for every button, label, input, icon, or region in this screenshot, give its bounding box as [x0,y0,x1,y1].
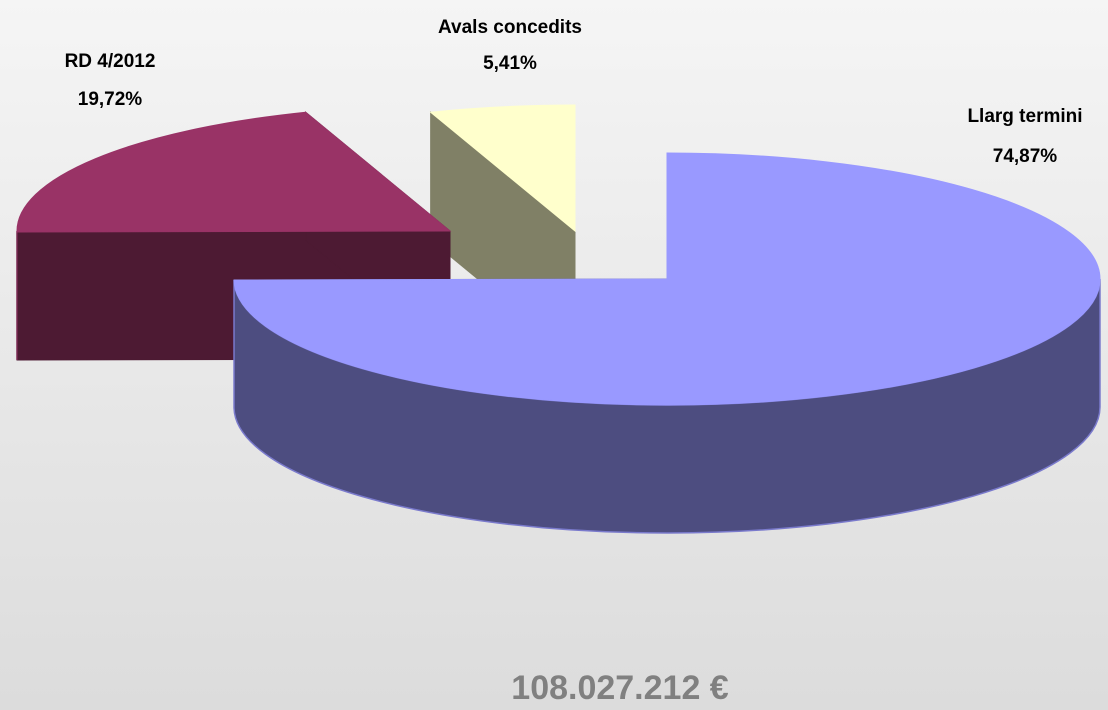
slice-value-label: 19,72% [78,89,143,110]
pie [16,104,1101,534]
slice [233,152,1101,534]
slice-value-label: 5,41% [483,53,537,74]
slice-label: Llarg termini [967,106,1082,127]
slice-value-label: 74,87% [993,146,1058,167]
slice-label: RD 4/2012 [65,51,156,72]
slice-label: Avals concedits [438,17,582,38]
total: 108.027.212 € [511,669,729,707]
slice-top [16,111,452,233]
slice-top [233,152,1101,406]
slice-top [429,104,576,233]
